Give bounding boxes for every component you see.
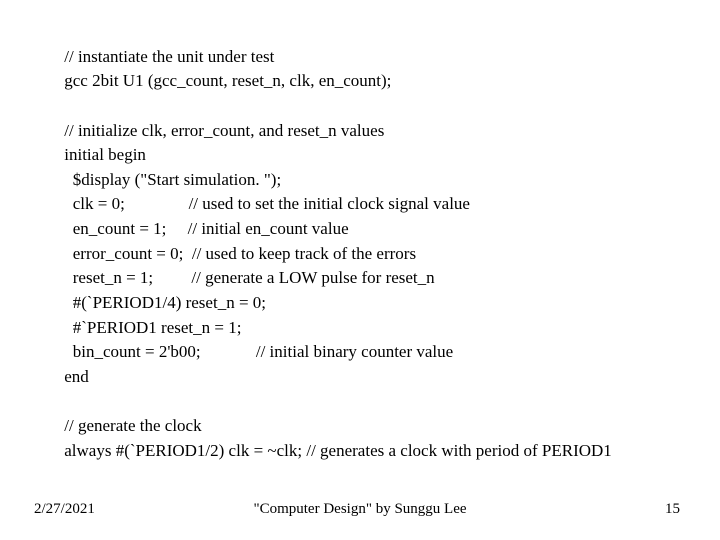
code-line: bin_count = 2'b00; // initial binary cou… [60,342,453,361]
code-line: en_count = 1; // initial en_count value [60,219,349,238]
code-line: // instantiate the unit under test [60,47,274,66]
footer-title: "Computer Design" by Sunggu Lee [0,501,720,518]
code-line: // generate the clock [60,416,202,435]
code-line: // initialize clk, error_count, and rese… [60,121,384,140]
code-line: #`PERIOD1 reset_n = 1; [60,318,241,337]
code-line: end [60,367,89,386]
code-line: #(`PERIOD1/4) reset_n = 0; [60,293,266,312]
code-line: reset_n = 1; // generate a LOW pulse for… [60,268,435,287]
code-line: initial begin [60,145,146,164]
code-line: always #(`PERIOD1/2) clk = ~clk; // gene… [60,441,612,460]
code-block: // instantiate the unit under test gcc 2… [60,20,660,488]
code-line: error_count = 0; // used to keep track o… [60,244,416,263]
slide-footer: 2/27/2021 "Computer Design" by Sunggu Le… [0,501,720,518]
slide: // instantiate the unit under test gcc 2… [0,0,720,540]
code-line: clk = 0; // used to set the initial cloc… [60,194,470,213]
code-line: gcc 2bit U1 (gcc_count, reset_n, clk, en… [60,71,391,90]
code-line: $display ("Start simulation. "); [60,170,281,189]
